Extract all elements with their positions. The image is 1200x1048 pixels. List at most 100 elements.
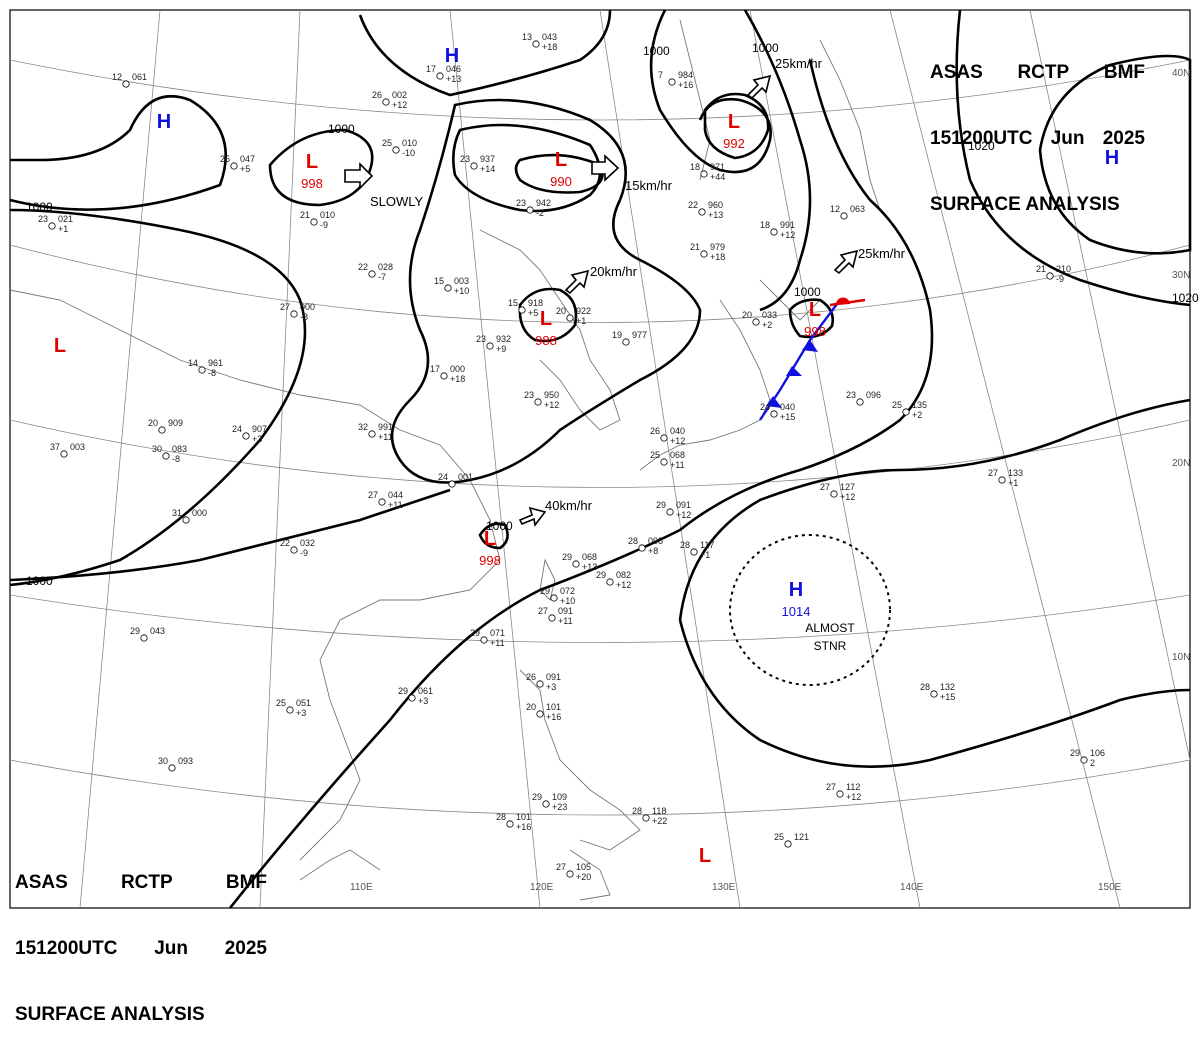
station-plot: 28 118+22 [632,806,667,826]
station-plot: 25 135+2 [892,400,927,420]
station-pressure: 950 [544,390,559,400]
center-pressure: 998 [301,176,323,191]
station-temp: 27 [988,468,998,478]
station-marker [368,270,376,278]
station-marker [140,634,148,642]
station-tendency: +23 [552,802,567,812]
parallel-0 [9,759,1191,816]
station-marker [902,408,910,416]
station-tendency: +18 [450,374,465,384]
isobar-1000-south-2 [9,488,451,582]
meridian-100e [79,9,161,909]
station-temp: 21 [1036,264,1046,274]
station-pressure: 033 [762,310,777,320]
motion-arrows [344,74,859,527]
station-temp: 29 [562,552,572,562]
station-temp: 20 [742,310,752,320]
isobar-1000-loop-d [703,92,770,160]
station-plot: 30 083-8 [152,444,187,464]
station-pressure: 121 [794,832,809,842]
station-pressure: 040 [780,402,795,412]
station-temp: 28 [680,540,690,550]
station-plot: 29 109+23 [532,792,567,812]
meridian-140e [749,9,921,909]
isobar-1008-pacific [678,398,1191,621]
station-marker [642,814,650,822]
footer-line1: ASAS RCTP BMF [15,872,267,894]
station-pressure: 117 [700,540,714,550]
lon-label: 120E [530,882,554,893]
station-pressure: 096 [866,390,881,400]
isobar-label: 1000 [643,44,670,58]
station-temp: 28 [920,682,930,692]
station-temp: 23 [846,390,856,400]
coastlines [9,19,881,901]
station-temp: 17 [426,64,436,74]
weather-chart: 110E 120E 130E 140E 150E 40N 30N 20N 10N 1000 1000… [9,9,1199,909]
station-plot: 27 112+12 [826,782,861,802]
station-temp: 21 [690,242,700,252]
station-plot: 28 101+16 [496,812,531,832]
footer-line2-c: 2025 [224,938,267,959]
station-marker [660,458,668,466]
isobar-label: 1000 [486,519,513,533]
station-tendency: -9 [1056,274,1064,284]
station-marker [700,170,708,178]
station-marker [198,366,206,374]
station-pressure: 991 [780,220,795,230]
station-temp: 25 [382,138,392,148]
station-marker [290,546,298,554]
station-marker [310,218,318,226]
station-tendency: +1 [700,550,710,560]
footer-line1-a: ASAS [15,872,68,893]
header-top-right: ASAS RCTP BMF 151200UTC Jun 2025 SURFACE… [930,18,1145,238]
station-tendency: +3 [418,696,428,706]
station-marker [526,206,534,214]
station-pressure: 991 [378,422,393,432]
station-marker [784,840,792,848]
station-pressure: 942 [536,198,551,208]
lat-label: 20N [1172,458,1190,469]
station-pressure: 091 [546,672,561,682]
meridian-120e [449,9,541,909]
station-marker [444,284,452,292]
station-marker [536,680,544,688]
station-tendency: +13 [708,210,723,220]
low-symbol: L [699,845,711,867]
station-temp: 24 [760,402,770,412]
station-tendency: +15 [940,692,955,702]
station-temp: 27 [538,606,548,616]
station-tendency: -8 [208,368,216,378]
station-plot: 30 093 [158,756,193,772]
station-plot: 7 984+16 [658,70,693,90]
station-marker [470,162,478,170]
station-pressure: 010 [402,138,417,148]
station-tendency: +10 [454,286,469,296]
station-pressure: 082 [616,570,631,580]
station-temp: 29 [1070,748,1080,758]
isobar-1020-loop [1038,54,1192,255]
station-marker [698,208,706,216]
station-marker [752,318,760,326]
parallel-10n [9,594,1191,643]
station-plot: 21 010-9 [300,210,335,230]
motion-label: 25km/hr [775,56,823,71]
station-marker [566,870,574,878]
station-marker [550,594,558,602]
station-tendency: +5 [240,164,250,174]
station-tendency: +16 [546,712,561,722]
coast-kamchatka [819,39,881,211]
station-plot: 37 003 [50,442,85,458]
station-temp: 30 [152,444,162,454]
station-pressure: 071 [490,628,505,638]
header-line1: ASAS RCTP BMF [930,62,1145,84]
station-plot: 23 942-2 [516,198,551,218]
station-pressure: 010 [320,210,335,220]
isobar-1000-south [228,59,934,909]
header-line2-b: Jun [1050,128,1085,149]
station-marker [1080,756,1088,764]
low-symbol: L [555,149,567,171]
station-pressure: 960 [708,200,723,210]
station-marker [532,40,540,48]
station-marker [242,432,250,440]
